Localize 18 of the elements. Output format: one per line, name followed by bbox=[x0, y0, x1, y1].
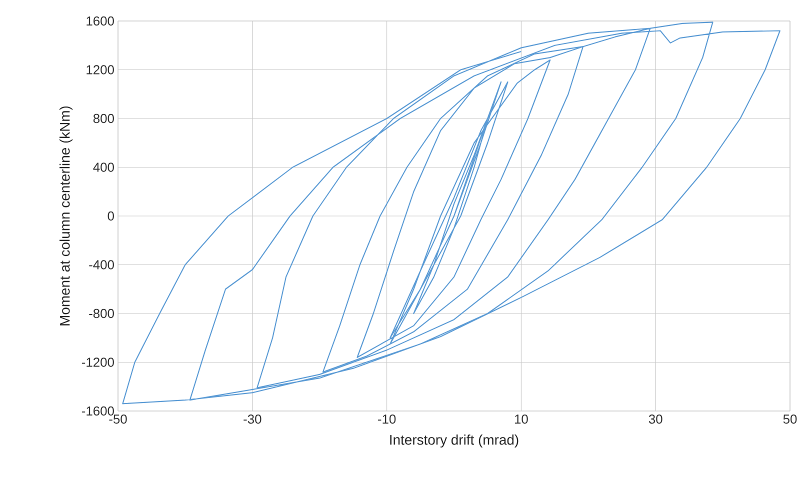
y-tick-label: 1200 bbox=[86, 65, 114, 74]
y-tick-label: 1600 bbox=[86, 16, 114, 26]
y-tick-label: 800 bbox=[93, 114, 114, 124]
line-series bbox=[122, 22, 780, 404]
x-tick-label: 50 bbox=[783, 414, 797, 424]
y-tick-label: 0 bbox=[108, 211, 114, 221]
y-axis-title: Moment at column centerline (kNm) bbox=[60, 106, 73, 326]
y-tick-label: -400 bbox=[89, 260, 114, 270]
x-tick-label: -30 bbox=[244, 414, 262, 424]
y-tick-label: 400 bbox=[93, 162, 114, 172]
x-tick-label: 10 bbox=[514, 414, 528, 424]
x-tick-label: -50 bbox=[109, 414, 127, 424]
y-tick-label: -800 bbox=[89, 308, 114, 318]
x-tick-label: 30 bbox=[648, 414, 662, 424]
x-tick-label: -10 bbox=[378, 414, 396, 424]
x-axis-title: Interstory drift (mrad) bbox=[390, 434, 518, 448]
y-tick-label: -1200 bbox=[82, 358, 114, 367]
y-tick-label: -1600 bbox=[82, 406, 114, 416]
